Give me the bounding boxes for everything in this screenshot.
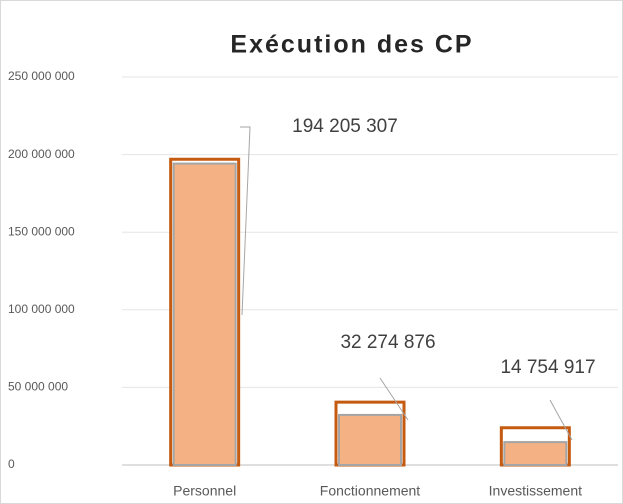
leader-line <box>549 399 573 441</box>
data-label: 32 274 876 <box>340 332 435 353</box>
leader-line <box>379 377 409 421</box>
y-tick-label: 100 000 000 <box>8 302 75 316</box>
bar <box>338 413 402 466</box>
x-tick-label: Personnel <box>173 483 236 499</box>
x-tick-label: Investissement <box>489 483 582 499</box>
bar <box>172 162 237 467</box>
data-label: 14 754 917 <box>500 357 595 378</box>
y-tick-label: 0 <box>8 457 15 471</box>
leader-line <box>240 126 251 316</box>
y-tick-label: 150 000 000 <box>8 224 75 238</box>
y-tick-label: 250 000 000 <box>8 69 75 83</box>
y-tick-label: 200 000 000 <box>8 147 75 161</box>
y-tick-label: 50 000 000 <box>8 380 68 394</box>
data-label: 194 205 307 <box>292 116 398 137</box>
bar <box>503 441 568 467</box>
x-tick-label: Fonctionnement <box>320 483 421 499</box>
chart-title: Exécution des CP <box>230 31 473 59</box>
